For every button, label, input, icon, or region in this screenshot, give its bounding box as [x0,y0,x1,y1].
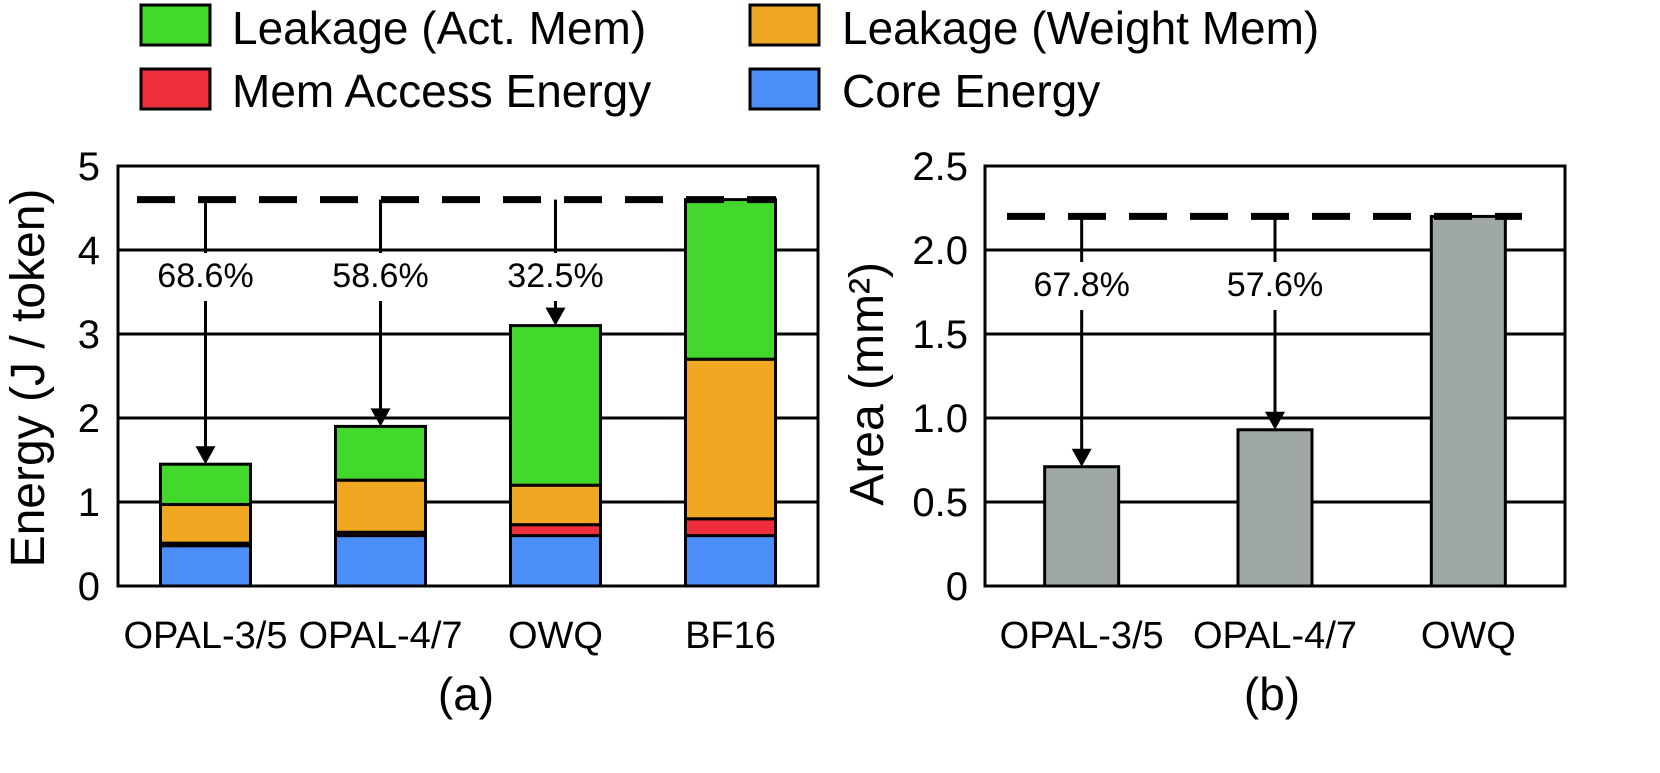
area-y-tick-label: 0 [946,565,968,609]
energy-y-tick-label: 1 [78,481,100,525]
legend-label-mem-access: Mem Access Energy [232,65,651,117]
energy-panel-label: (a) [438,668,494,720]
area-y-tick-label: 2.5 [912,145,968,189]
area-y-tick-label: 1.5 [912,313,968,357]
area-y-tick-label: 1.0 [912,397,968,441]
energy-category-label: OPAL-3/5 [123,615,287,657]
energy-bar-segment [509,534,602,588]
area-y-axis-title: Area [841,404,894,506]
energy-y-axis-title: Energy (J / token) [2,189,55,568]
area-bar [1236,428,1314,588]
energy-y-tick-label: 3 [78,313,100,357]
energy-y-tick-label: 5 [78,145,100,189]
energy-y-tick-label: 4 [78,229,100,273]
energy-reduction-arrow-head [195,446,216,465]
legend-label-core: Core Energy [842,65,1100,117]
energy-reduction-arrow-head [370,408,391,427]
energy-y-ticks: 0 1 2 3 4 5 [78,145,100,609]
energy-plot-frame [116,164,820,588]
energy-bar-segment [509,324,602,487]
legend-swatch-act-leakage [139,3,212,47]
area-plot-frame [983,164,1567,588]
energy-y-tick-label: 0 [78,565,100,609]
energy-bar-segment [159,544,252,588]
energy-bar-segment [334,478,427,534]
energy-bar-segment [159,462,252,507]
energy-reduction-label: 58.6% [332,257,428,295]
energy-category-label: OPAL-4/7 [298,615,462,657]
energy-bar-segment [334,424,427,482]
energy-bar-segment [684,198,777,361]
area-reduction-label: 57.6% [1227,266,1323,304]
energy-annotations: 68.6% 58.6% 32.5% [137,196,776,465]
energy-bar-segment [159,503,252,545]
area-category-label: OPAL-3/5 [1000,615,1164,657]
energy-y-tick-label: 2 [78,397,100,441]
area-panel-label: (b) [1244,668,1300,720]
area-y-ticks: 0 0.5 1.0 1.5 2.0 2.5 [912,145,968,609]
energy-bar-segment [684,357,777,521]
area-chart: 67.8% 57.6% 00.51.01.52.02.5 OPAL-3/5 OPAL… [841,145,1567,720]
area-category-label: OPAL-4/7 [1193,615,1357,657]
area-y-tick-label: 2.0 [912,229,968,273]
energy-reduction-label: 32.5% [507,257,603,295]
area-category-label: OWQ [1421,615,1516,657]
area-annotations: 67.8% 57.6% [1007,212,1522,467]
energy-categories: OPAL-3/5 OPAL-4/7 OWQ BF16 [123,615,775,657]
area-bar [1043,465,1121,588]
energy-bar-segment [334,534,427,588]
energy-bar-segment [509,483,602,527]
energy-reduction-arrow-head [545,307,566,326]
area-bars [1043,214,1507,588]
legend: Leakage (Act. Mem) Leakage (Weight Mem) … [139,2,1319,117]
energy-category-label: OWQ [508,615,603,657]
area-bar [1429,214,1507,588]
legend-swatch-weight-leakage [748,3,821,47]
area-reduction-arrow-head [1265,411,1285,430]
legend-label-act-leakage: Leakage (Act. Mem) [232,2,646,54]
legend-label-weight-leakage: Leakage (Weight Mem) [842,2,1319,54]
area-reduction-label: 67.8% [1033,266,1129,304]
area-categories: OPAL-3/5 OPAL-4/7 OWQ [1000,615,1516,657]
energy-bar-segment [684,517,777,538]
area-reduction-arrow-head [1071,448,1092,467]
legend-swatch-core [748,67,821,111]
area-y-axis-unit: (mm²) [841,262,894,390]
energy-category-label: BF16 [685,615,776,657]
energy-bar-segment [509,523,602,538]
legend-swatch-mem-access [139,67,212,111]
energy-bar-segment [684,534,777,588]
area-y-tick-label: 0.5 [912,481,968,525]
energy-reduction-label: 68.6% [157,257,253,295]
